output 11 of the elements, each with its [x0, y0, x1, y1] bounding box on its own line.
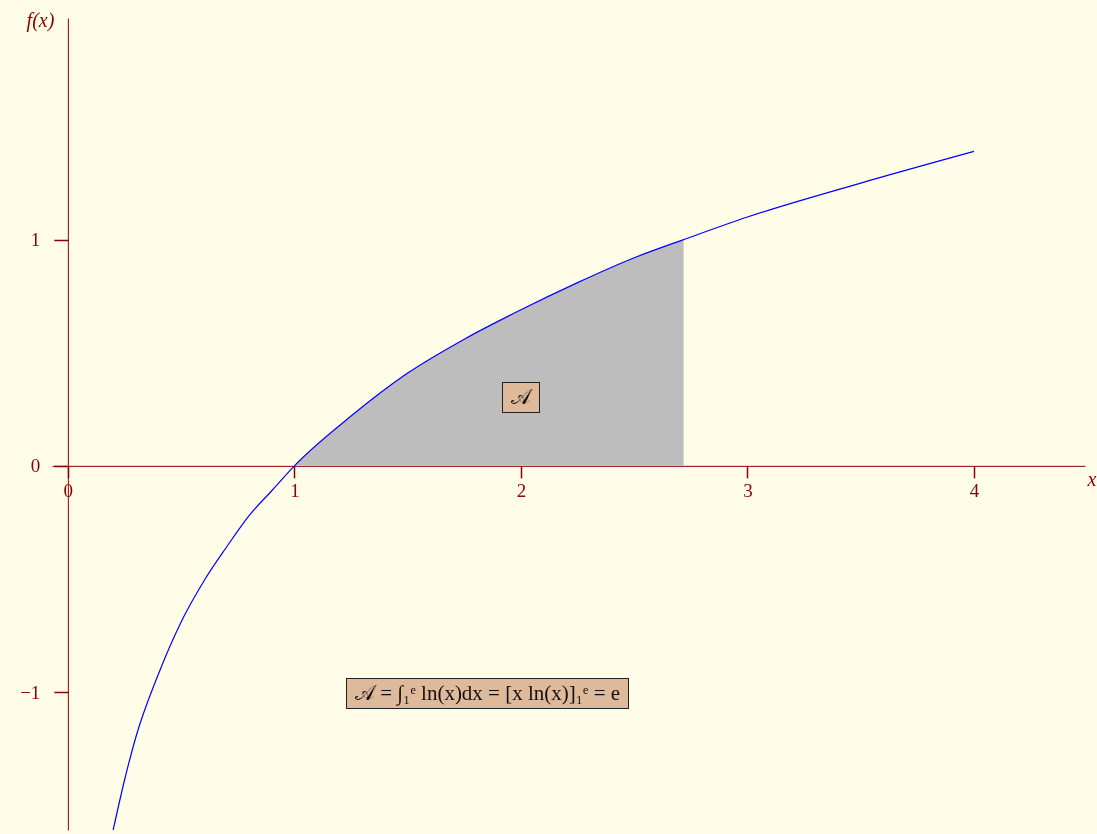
- note-box: 𝒜: [501, 382, 540, 414]
- y-tick-label: 1: [30, 229, 41, 251]
- y-tick-label: −1: [20, 681, 41, 703]
- y-tick-label: 0: [30, 455, 41, 477]
- x-axis-title: x: [1086, 468, 1097, 491]
- x-tick-label: 2: [516, 480, 527, 502]
- y-axis-title: f(x): [26, 8, 55, 32]
- x-tick-label: 3: [743, 480, 753, 502]
- note-box: 𝒜 = ∫₁ᵉ ln(x)dx = [x ln(x)]₁ᵉ = e: [346, 678, 630, 709]
- x-tick-label: 4: [969, 480, 980, 502]
- x-tick-label: 1: [290, 480, 300, 502]
